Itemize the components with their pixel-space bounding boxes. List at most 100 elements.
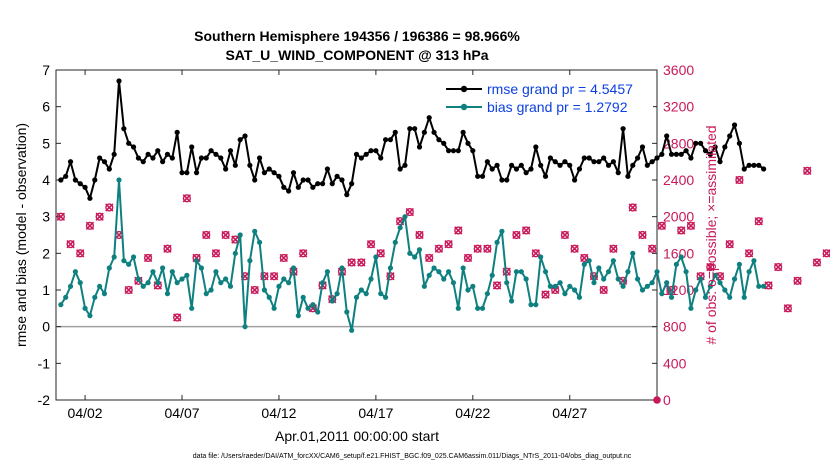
obs-assimilated-marker: [66, 240, 75, 249]
bias-point: [155, 280, 161, 286]
obs-possible-marker: [202, 230, 211, 240]
bias-point: [121, 258, 127, 264]
obs-assimilated-marker: [677, 226, 686, 235]
rmse-point: [741, 166, 747, 172]
rmse-point: [378, 155, 384, 161]
obs-possible-marker: [783, 304, 792, 313]
bias-point: [164, 291, 171, 297]
bias-point: [460, 265, 466, 271]
obs-possible-marker: [793, 276, 802, 285]
obs-count-point: [657, 221, 667, 230]
obs-count-point: [638, 230, 647, 240]
plot-area: [55, 69, 658, 401]
obs-count-point: [541, 290, 550, 299]
rmse-point: [130, 144, 137, 150]
bias-point: [441, 276, 447, 282]
rmse-point: [174, 129, 180, 135]
bias-point: [58, 302, 64, 308]
obs-possible-marker: [415, 230, 424, 240]
rmse-point: [368, 148, 374, 154]
rmse-point: [218, 155, 224, 161]
bias-point: [654, 269, 660, 275]
obs-assimilated-marker: [686, 221, 696, 230]
rmse-point: [315, 181, 321, 187]
bias-point: [625, 269, 631, 275]
obs-possible-marker: [182, 194, 191, 203]
obs-possible-marker: [366, 240, 376, 249]
rmse-point: [513, 166, 520, 172]
obs-assimilated-marker: [512, 230, 521, 240]
rmse-point: [698, 140, 704, 146]
legend: rmse grand pr = 4.5457 bias grand pr = 1…: [440, 77, 653, 117]
bias-point: [82, 305, 88, 311]
rmse-point: [92, 177, 98, 183]
bias-point: [693, 287, 699, 293]
obs-possible-marker: [463, 253, 473, 263]
bias-point: [344, 309, 350, 315]
y-right-tick-label: 2800: [663, 135, 694, 151]
rmse-point: [135, 155, 141, 161]
rmse-point: [126, 140, 132, 146]
rmse-point: [756, 162, 762, 168]
legend-rmse-marker: [460, 85, 468, 93]
bias-point: [761, 283, 767, 289]
bias-point: [106, 265, 112, 271]
bias-point: [373, 254, 379, 260]
bias-point: [223, 276, 229, 282]
bias-point: [145, 280, 151, 286]
bias-point: [455, 305, 461, 311]
obs-assimilated-marker: [76, 249, 85, 258]
rmse-point: [746, 162, 752, 168]
bias-point: [746, 269, 752, 275]
rmse-point: [402, 162, 408, 168]
obs-count-point: [454, 226, 463, 235]
rmse-point: [538, 162, 544, 168]
obs-count-point: [124, 285, 133, 295]
obs-count-point: [202, 230, 211, 240]
bias-point: [596, 265, 602, 271]
bias-point: [237, 232, 243, 238]
bias-point: [135, 276, 141, 282]
bias-point: [649, 280, 655, 286]
obs-assimilated-marker: [56, 212, 66, 221]
rmse-point: [712, 144, 718, 150]
bias-point: [193, 258, 200, 264]
rmse-point: [707, 151, 713, 157]
y-left-tick-label: 2: [42, 245, 50, 261]
bias-point: [678, 254, 684, 260]
rmse-point: [106, 166, 112, 172]
obs-possible-marker: [163, 244, 172, 253]
rmse-point: [412, 126, 418, 132]
obs-possible-marker: [599, 285, 608, 295]
obs-possible-marker: [492, 281, 502, 290]
bias-point: [315, 309, 321, 315]
bias-point: [339, 265, 345, 271]
obs-possible-marker: [648, 244, 657, 253]
x-tick-label: 04/02: [68, 405, 103, 421]
obs-possible-marker: [686, 221, 696, 230]
rmse-point: [693, 140, 699, 146]
obs-possible-marker: [754, 217, 763, 226]
bias-point: [499, 228, 505, 234]
rmse-point: [87, 195, 93, 201]
rmse-point: [460, 129, 466, 135]
bias-point: [252, 228, 258, 234]
obs-assimilated-marker: [173, 313, 182, 322]
y-axis-right-label: # of obs: o=possible; ×=assimilated: [703, 125, 719, 344]
rmse-point: [392, 129, 398, 135]
obs-assimilated-marker: [521, 226, 531, 235]
rmse-point: [397, 166, 403, 172]
bias-point: [542, 269, 549, 275]
rmse-point: [334, 173, 340, 179]
obs-assimilated-marker: [163, 244, 172, 253]
bias-point: [557, 280, 563, 286]
bias-point: [72, 269, 78, 275]
bias-point: [479, 305, 486, 311]
obs-count-point: [76, 249, 85, 258]
obs-assimilated-marker: [812, 258, 822, 267]
rmse-point: [256, 155, 263, 161]
obs-possible-marker: [473, 244, 482, 253]
obs-possible-marker: [299, 249, 308, 258]
obs-assimilated-marker: [279, 253, 288, 263]
rmse-point: [664, 133, 670, 139]
